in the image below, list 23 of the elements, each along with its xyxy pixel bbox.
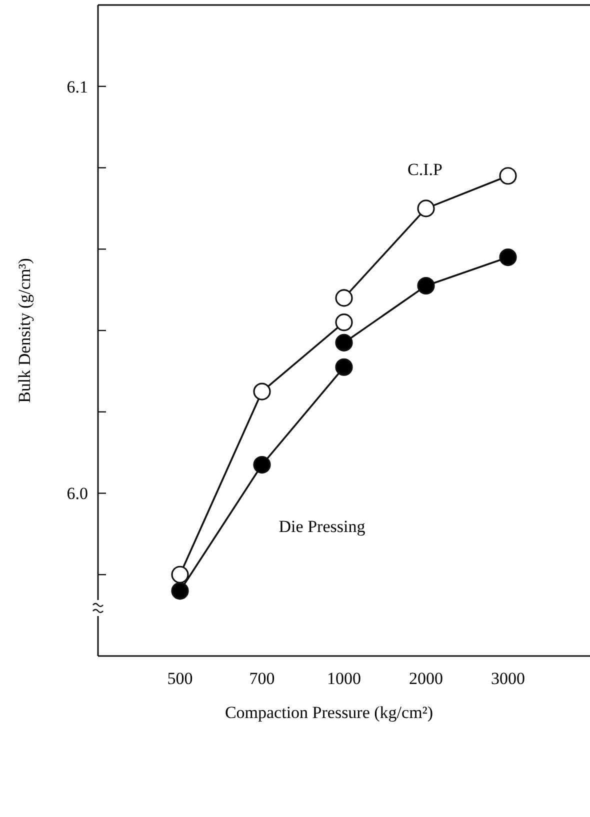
point — [335, 289, 353, 307]
point — [417, 200, 435, 218]
point — [335, 314, 353, 332]
point — [499, 248, 517, 266]
x-axis-title: Compaction Pressure (kg/cm²) — [224, 703, 434, 722]
point — [171, 582, 189, 600]
point — [335, 334, 353, 352]
x-tick-label: 500 — [167, 669, 193, 688]
x-tick-label: 1000 — [327, 669, 361, 688]
point — [171, 566, 189, 584]
x-tick-label: 700 — [249, 669, 275, 688]
y-axis-title: Bulk Density (g/cm³) — [15, 258, 34, 403]
x-tick-label: 3000 — [491, 669, 525, 688]
annotation: Die Pressing — [278, 516, 366, 536]
point — [417, 276, 435, 295]
point — [253, 456, 271, 474]
point — [335, 358, 353, 376]
x-tick-label: 2000 — [409, 669, 443, 688]
y-tick-label: 6.1 — [66, 77, 88, 96]
y-tick-label: 6.0 — [66, 484, 88, 504]
point — [253, 382, 271, 400]
point — [499, 167, 517, 185]
annotation: C.I.P — [408, 160, 442, 179]
